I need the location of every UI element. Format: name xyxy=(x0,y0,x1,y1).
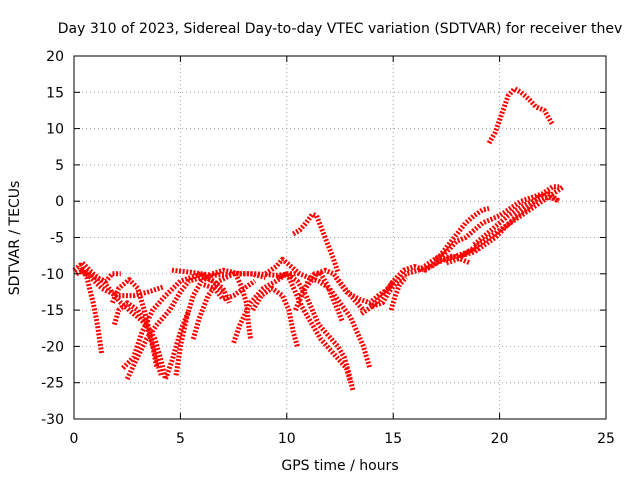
data-trace-trace-21 xyxy=(297,267,366,312)
y-tick-label: -25 xyxy=(41,376,64,392)
y-tick-label: 0 xyxy=(55,194,64,210)
data-trace-trace-11 xyxy=(190,271,267,340)
data-trace-trace-20 xyxy=(293,271,345,322)
data-trace-trace-29 xyxy=(460,191,561,259)
y-tick-label: -30 xyxy=(41,412,64,428)
data-trace-trace-2 xyxy=(75,267,121,284)
x-tick-labels: 0 5 10 15 20 25 xyxy=(70,431,615,447)
data-trace-trace-1 xyxy=(72,262,105,355)
y-tick-label: -20 xyxy=(41,339,64,355)
data-trace-trace-13 xyxy=(233,272,254,340)
y-tick-label: 5 xyxy=(55,158,64,174)
data-trace-trace-22 xyxy=(333,275,396,306)
data-trace-trace-12 xyxy=(202,279,257,302)
data-trace-trace-19 xyxy=(291,211,341,274)
y-tick-label: -10 xyxy=(41,267,64,283)
data-trace-trace-16 xyxy=(264,256,373,369)
data-trace-trace-17 xyxy=(277,271,356,391)
data-trace-trace-23 xyxy=(359,246,480,316)
data-trace-trace-15 xyxy=(250,285,300,348)
x-tick-label: 5 xyxy=(176,431,185,447)
x-tick-label: 25 xyxy=(597,431,615,447)
data-trace-trace-5 xyxy=(110,277,164,377)
data-trace-trace-18 xyxy=(286,276,354,384)
y-tick-label: 20 xyxy=(46,49,64,65)
y-tick-labels: -30 -25 -20 -15 -10 -5 0 5 10 15 20 xyxy=(41,49,64,428)
data-trace-trace-9 xyxy=(173,267,241,376)
data-trace-trace-30 xyxy=(472,195,561,247)
y-tick-label: -15 xyxy=(41,303,64,319)
chart-title: Day 310 of 2023, Sidereal Day-to-day VTE… xyxy=(58,21,622,37)
data-trace-trace-31 xyxy=(486,86,555,145)
data-trace-trace-27 xyxy=(434,184,560,262)
x-tick-label: 10 xyxy=(278,431,296,447)
x-tick-label: 15 xyxy=(384,431,402,447)
x-axis-label: GPS time / hours xyxy=(281,458,398,474)
x-tick-label: 0 xyxy=(70,431,79,447)
data-trace-trace-14 xyxy=(231,271,298,344)
data-trace-trace-24 xyxy=(371,253,471,309)
data-trace-trace-7 xyxy=(121,271,232,370)
data-trace-trace-25 xyxy=(388,275,408,311)
y-axis-label: SDTVAR / TECUs xyxy=(7,181,23,296)
axis-ticks xyxy=(73,55,607,420)
y-tick-label: 10 xyxy=(46,122,64,138)
x-tick-label: 20 xyxy=(491,431,509,447)
y-tick-label: 15 xyxy=(46,85,64,101)
data-traces xyxy=(72,86,565,391)
data-trace-trace-6 xyxy=(112,300,160,369)
y-tick-label: -5 xyxy=(50,231,64,247)
